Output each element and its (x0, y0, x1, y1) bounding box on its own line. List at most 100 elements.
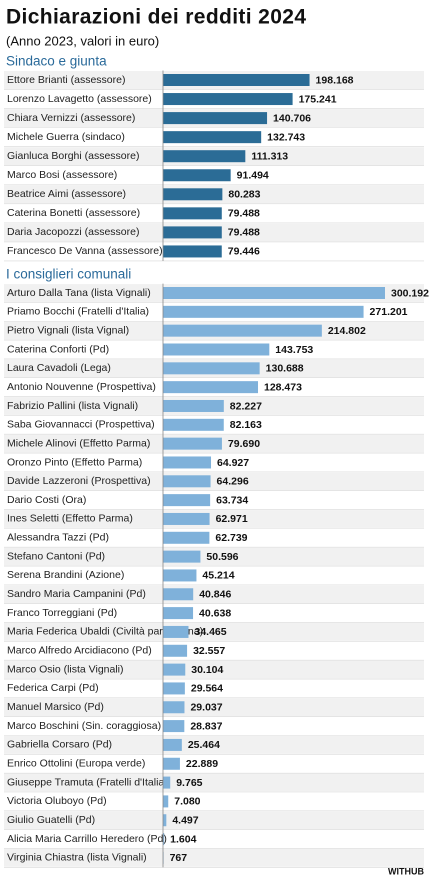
category-label: Lorenzo Lavagetto (assessore) (7, 93, 152, 105)
value-label: 64.296 (217, 476, 249, 488)
value-label: 30.104 (191, 664, 223, 676)
value-label: 143.753 (275, 344, 313, 356)
value-label: 40.846 (199, 589, 231, 601)
bar (163, 475, 211, 488)
row-background (4, 679, 424, 698)
value-label: 130.688 (266, 363, 304, 375)
value-label: 9.765 (176, 777, 202, 789)
row-background (4, 453, 424, 472)
row-background (4, 830, 424, 848)
bar (163, 362, 260, 375)
category-label: Saba Giovannacci (Prospettiva) (7, 419, 155, 431)
value-label: 29.564 (191, 683, 223, 695)
value-label: 64.927 (217, 457, 249, 469)
credit: WITHUB (388, 866, 424, 876)
category-label: Victoria Oluboyo (Pd) (7, 795, 107, 807)
section-title: I consiglieri comunali (6, 267, 131, 282)
category-label: Ines Seletti (Effetto Parma) (7, 513, 133, 525)
row-background (4, 472, 424, 491)
value-label: 29.037 (190, 702, 222, 714)
bar (163, 399, 224, 412)
row-background (4, 811, 424, 830)
subtitle: (Anno 2023, valori in euro) (6, 33, 159, 48)
bar (163, 456, 212, 469)
category-label: Maria Federica Ubaldi (Civiltà parmigian… (7, 626, 203, 638)
value-label: 175.241 (299, 93, 337, 105)
bar (163, 663, 186, 676)
category-label: Caterina Bonetti (assessore) (7, 207, 140, 219)
category-label: Caterina Conforti (Pd) (7, 343, 109, 355)
value-label: 79.488 (228, 227, 260, 239)
category-label: Gianluca Borghi (assessore) (7, 150, 139, 162)
category-label: Daria Jacopozzi (assessore) (7, 226, 139, 238)
value-label: 271.201 (370, 306, 408, 318)
category-label: Francesco De Vanna (assessore) (7, 245, 163, 257)
bar (163, 531, 210, 544)
value-label: 50.596 (206, 551, 238, 563)
row-background (4, 754, 424, 773)
category-label: Fabrizio Pallini (lista Vignali) (7, 400, 138, 412)
category-label: Michele Alinovi (Effetto Parma) (7, 437, 150, 449)
category-label: Giuseppe Tramuta (Fratelli d'Italia) (7, 776, 168, 788)
bar (163, 757, 180, 770)
category-label: Alessandra Tazzi (Pd) (7, 532, 109, 544)
category-label: Virginia Chiastra (lista Vignali) (7, 852, 147, 864)
value-label: 198.168 (316, 74, 354, 86)
row-background (4, 792, 424, 811)
bar (163, 588, 194, 601)
row-background (4, 491, 424, 510)
value-label: 767 (170, 852, 188, 864)
bar (163, 607, 194, 620)
bar (163, 814, 167, 827)
bar (163, 93, 293, 106)
bar (163, 381, 259, 394)
category-label: Antonio Nouvenne (Prospettiva) (7, 381, 156, 393)
row-background (4, 736, 424, 754)
category-label: Gabriella Corsaro (Pd) (7, 739, 112, 751)
value-label: 45.214 (202, 570, 234, 582)
bar (163, 324, 322, 337)
bar (163, 550, 201, 563)
category-label: Pietro Vignali (lista Vignal) (7, 324, 129, 336)
bar (163, 833, 165, 846)
bar (163, 226, 222, 239)
row-background (4, 566, 424, 585)
bar (163, 776, 171, 789)
value-label: 79.690 (228, 438, 260, 450)
value-label: 128.473 (264, 381, 302, 393)
bar (163, 494, 211, 507)
section-title: Sindaco e giunta (6, 54, 107, 69)
bar (163, 131, 262, 144)
category-label: Marco Boschini (Sin. coraggiosa) (7, 720, 161, 732)
category-label: Ettore Brianti (assessore) (7, 74, 125, 86)
row-background (4, 641, 424, 660)
value-label: 80.283 (228, 189, 260, 201)
row-background (4, 623, 424, 641)
category-label: Federica Carpi (Pd) (7, 682, 99, 694)
category-label: Stefano Cantoni (Pd) (7, 550, 105, 562)
value-label: 111.313 (251, 150, 288, 162)
bar (163, 305, 364, 318)
row-background (4, 698, 424, 717)
row-background (4, 547, 424, 566)
bar (163, 701, 185, 714)
value-label: 25.464 (188, 739, 220, 751)
row-background (4, 585, 424, 604)
value-label: 7.080 (174, 796, 200, 808)
row-background (4, 528, 424, 547)
value-label: 32.557 (193, 645, 225, 657)
value-label: 132.743 (267, 131, 305, 143)
category-label: Oronzo Pinto (Effetto Parma) (7, 456, 142, 468)
row-background (4, 604, 424, 623)
value-label: 140.706 (273, 112, 311, 124)
value-label: 4.497 (172, 815, 198, 827)
bar (163, 287, 385, 299)
row-background (4, 848, 424, 867)
category-label: Marco Alfredo Arcidiacono (Pd) (7, 645, 152, 657)
category-label: Davide Lazzeroni (Prospettiva) (7, 475, 151, 487)
value-label: 82.163 (230, 419, 262, 431)
value-label: 40.638 (199, 607, 231, 619)
bar (163, 720, 185, 733)
bar (163, 343, 270, 356)
